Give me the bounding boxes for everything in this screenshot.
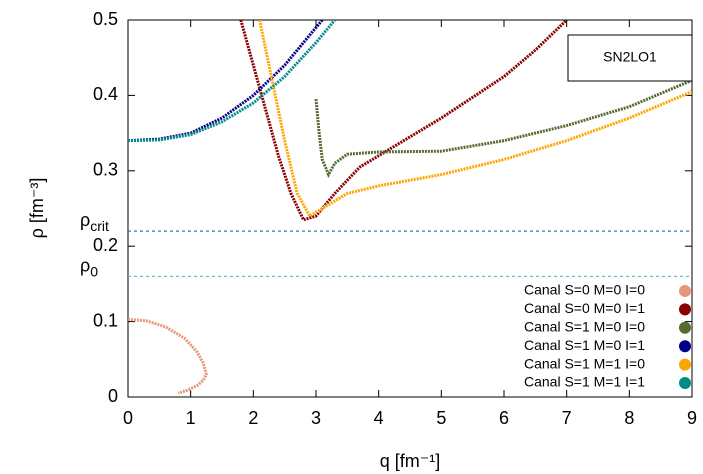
legend-label: Canal S=1 M=0 I=1 — [524, 337, 645, 353]
legend-marker — [679, 340, 691, 353]
y-tick-label: 0.3 — [93, 160, 118, 180]
x-tick-label: 4 — [374, 408, 384, 428]
series-line — [128, 317, 208, 395]
plot-frame — [127, 19, 693, 398]
series-line — [128, 20, 324, 143]
reference-label: ρcrit — [80, 210, 109, 234]
x-axis-label: q [fm⁻¹] — [380, 451, 441, 471]
x-tick-label: 8 — [624, 408, 634, 428]
legend-marker — [679, 285, 691, 297]
y-tick-label: 0.2 — [93, 235, 118, 255]
series-line — [239, 20, 568, 222]
legend-label: Canal S=1 M=1 I=1 — [524, 374, 645, 390]
label-box — [567, 34, 693, 82]
legend-marker — [679, 358, 691, 371]
reference-symbol: ρ — [80, 255, 90, 275]
series-line — [128, 20, 336, 143]
series-line — [314, 78, 692, 179]
y-tick-label: 0.5 — [93, 9, 118, 29]
x-tick-label: 6 — [499, 408, 509, 428]
y-tick-label: 0 — [108, 386, 118, 406]
x-tick-label: 7 — [562, 408, 572, 428]
box-label: SN2LO1 — [603, 49, 657, 65]
legend-marker — [679, 377, 691, 389]
legend-label: Canal S=1 M=0 I=0 — [524, 319, 645, 335]
x-tick-label: 0 — [123, 408, 133, 428]
reference-symbol: ρ — [80, 210, 90, 230]
y-tick-label: 0.1 — [93, 310, 118, 330]
x-tick-label: 2 — [248, 408, 258, 428]
series-line — [258, 20, 692, 219]
reference-subscript: 0 — [90, 263, 98, 279]
legend-marker — [679, 321, 691, 334]
x-tick-label: 3 — [311, 408, 321, 428]
legend-label: Canal S=0 M=0 I=0 — [524, 282, 645, 298]
reference-label: ρ0 — [80, 255, 98, 279]
reference-subscript: crit — [90, 218, 109, 234]
legend-label: Canal S=0 M=0 I=1 — [524, 300, 645, 316]
x-tick-label: 5 — [436, 408, 446, 428]
legend-marker — [679, 303, 691, 316]
y-tick-label: 0.4 — [93, 84, 118, 104]
x-tick-label: 1 — [186, 408, 196, 428]
x-tick-label: 9 — [687, 408, 697, 428]
legend-label: Canal S=1 M=1 I=0 — [524, 355, 645, 371]
y-axis-label: ρ [fm⁻³] — [27, 178, 47, 239]
